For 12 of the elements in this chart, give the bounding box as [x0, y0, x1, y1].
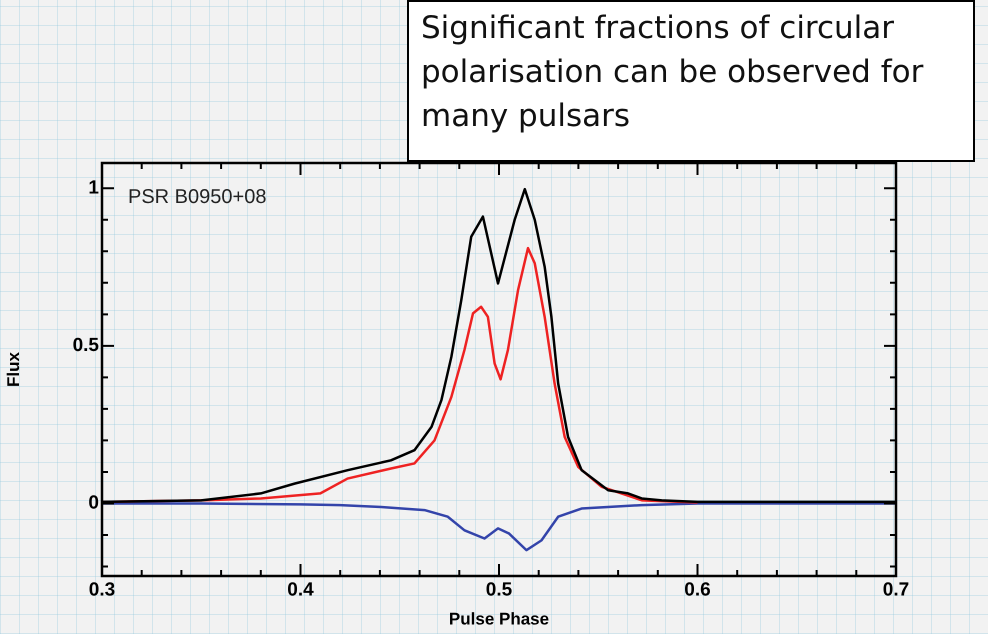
annotation: PSR B0950+08 [128, 186, 266, 209]
y-axis-title: Flux [4, 351, 23, 387]
x-tick-label: 0.4 [287, 580, 314, 601]
text: Significant fractions of circular polarisation can be observed for many pulsars [407, 0, 975, 162]
x-axis-title: Pulse Phase [448, 609, 550, 628]
x-tick-label: 0.7 [882, 580, 910, 601]
y-tick-label: 0.5 [72, 335, 100, 356]
x-tick-label: 0.6 [684, 580, 711, 601]
x-tick-label: 0.5 [486, 580, 513, 601]
y-tick-label: 1 [88, 177, 100, 198]
y-tick-label: 0 [88, 492, 99, 514]
x-tick-label: 0.3 [88, 580, 116, 601]
